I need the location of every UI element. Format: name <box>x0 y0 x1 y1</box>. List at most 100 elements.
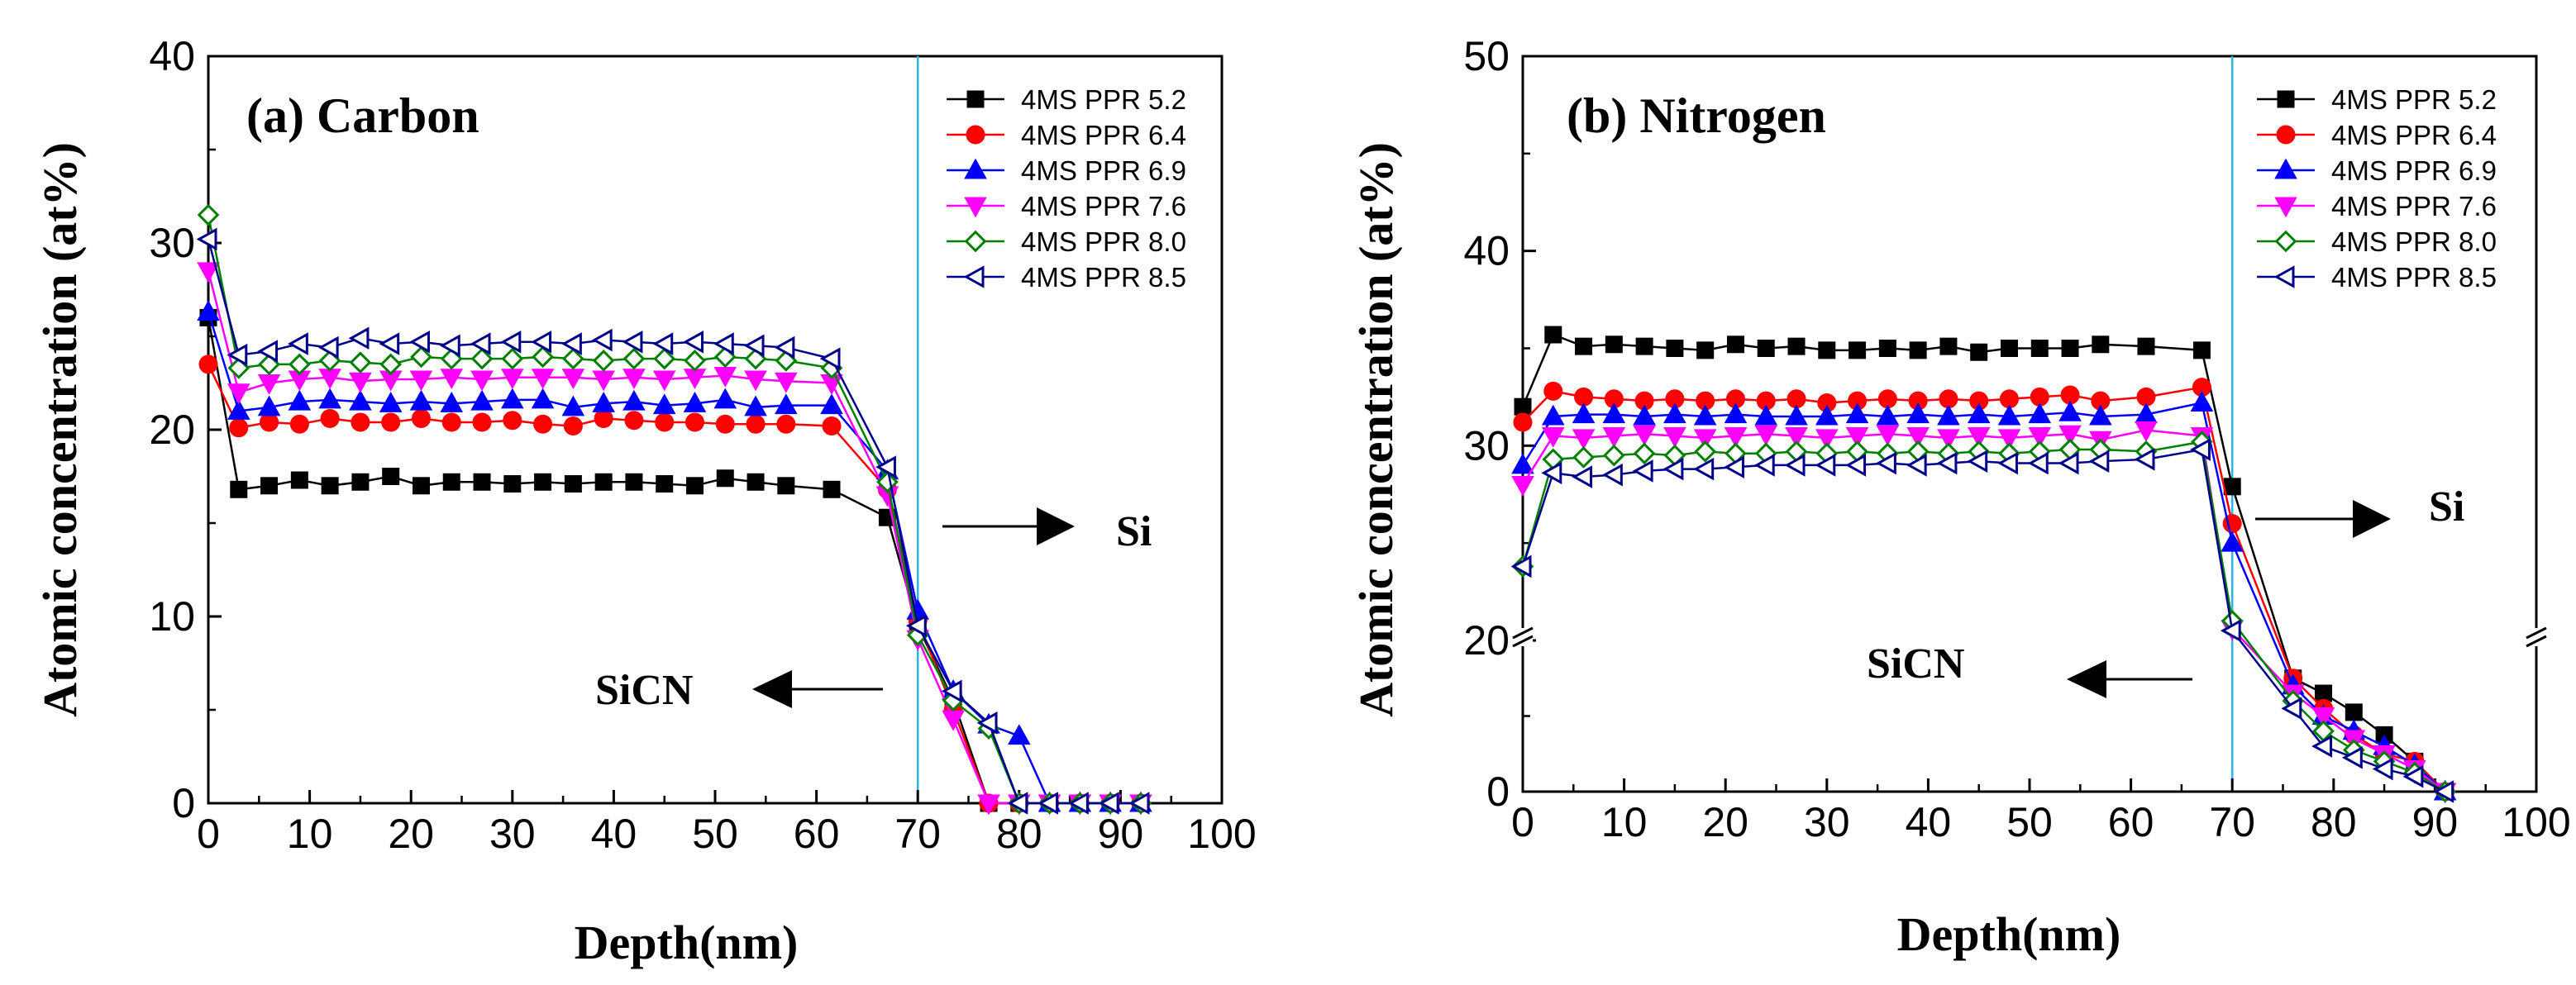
data-point <box>1785 427 1808 448</box>
data-point <box>964 158 987 179</box>
series-4ms-ppr-6-4 <box>198 355 1151 813</box>
legend: 4MS PPR 5.2 4MS PPR 6.4 4MS PPR 6.9 4MS PPR… <box>2257 84 2497 293</box>
data-point <box>1967 402 1991 424</box>
data-point <box>470 332 491 355</box>
data-point <box>2274 230 2297 253</box>
data-point <box>625 473 643 491</box>
data-point <box>652 393 676 415</box>
x-tick-label: 80 <box>996 811 1042 857</box>
data-point <box>2221 531 2244 552</box>
data-point <box>775 393 798 415</box>
y-tick-label: 40 <box>149 33 195 79</box>
data-point <box>196 227 217 251</box>
data-point <box>715 414 735 434</box>
data-point <box>1997 451 2018 475</box>
si-label: Si <box>1116 508 1152 555</box>
data-point <box>2433 780 2454 803</box>
data-point <box>500 330 522 354</box>
series-4ms-ppr-7-6 <box>197 262 1152 816</box>
data-point <box>1633 425 1656 446</box>
data-point <box>594 473 613 491</box>
panel-nitrogen: 0 10 20 30 40 50 60 70 80 90 100 0 20 30 40 50 (b) Nitr… <box>1349 33 2571 961</box>
si-arrow-head <box>1037 507 1075 545</box>
data-point <box>1572 446 1595 469</box>
y-axis-label: Atomic concentration (at%) <box>33 142 87 717</box>
data-point <box>905 614 927 638</box>
x-tick-label: 30 <box>1804 799 1850 845</box>
x-tick-label: 90 <box>2412 799 2459 845</box>
y-axis-label: Atomic concentration (at%) <box>1349 142 1403 717</box>
data-point <box>1543 381 1563 401</box>
data-point <box>288 332 308 355</box>
data-point <box>1068 792 1089 815</box>
x-tick-label: 50 <box>692 811 738 857</box>
data-point <box>1906 454 1927 477</box>
legend-label: 4MS PPR 7.6 <box>1021 191 1186 221</box>
series-4ms-ppr-8-5 <box>1510 438 2454 803</box>
data-point <box>1128 792 1150 815</box>
series-group <box>1510 326 2457 804</box>
data-point <box>941 679 962 703</box>
data-point <box>964 197 987 218</box>
data-point <box>1815 429 1839 450</box>
data-point <box>563 416 583 435</box>
data-point <box>2220 619 2241 643</box>
data-point <box>229 418 249 438</box>
sicn-arrow-head <box>752 670 792 708</box>
series-line <box>1521 440 2446 793</box>
x-tick-label: 100 <box>2502 799 2570 845</box>
data-point <box>197 203 220 226</box>
data-point <box>716 469 734 488</box>
data-point <box>1726 335 1744 354</box>
legend-label: 4MS PPR 8.0 <box>1021 226 1186 257</box>
x-tick-label: 60 <box>794 811 840 857</box>
data-point <box>1663 402 1686 424</box>
data-point <box>409 389 433 411</box>
data-point <box>746 414 766 434</box>
data-point <box>440 369 464 390</box>
data-point <box>1845 402 1869 424</box>
y-tick-label: 0 <box>1486 768 1510 815</box>
data-point <box>942 710 965 731</box>
data-point <box>349 372 372 393</box>
data-point <box>1997 429 2021 450</box>
data-point <box>623 347 646 370</box>
legend-item: 4MS PPR 8.0 <box>2257 226 2497 257</box>
data-point <box>1633 442 1656 465</box>
series-line <box>207 214 1141 805</box>
data-point <box>1666 340 1684 357</box>
legend-item: 4MS PPR 8.5 <box>2257 262 2497 293</box>
data-point <box>257 340 279 363</box>
data-point <box>349 389 372 411</box>
data-point <box>966 90 985 108</box>
x-tick-label: 0 <box>1511 799 1534 845</box>
data-point <box>2058 400 2082 421</box>
data-point <box>1967 450 1988 473</box>
data-point <box>744 395 767 416</box>
data-point <box>561 347 584 370</box>
y-tick-label: 20 <box>149 407 195 453</box>
data-point <box>349 351 372 374</box>
data-point <box>2089 404 2112 426</box>
x-tick-label: 30 <box>489 811 536 857</box>
series-4ms-ppr-7-6 <box>1511 421 2457 804</box>
data-point <box>683 330 704 354</box>
data-point <box>227 343 248 367</box>
data-point <box>1605 335 1623 354</box>
panel-carbon: 0 10 20 30 40 50 60 70 80 90 100 0 10 20 30 40 (a) Carb… <box>33 33 1257 969</box>
data-point <box>379 332 400 355</box>
data-point <box>592 350 615 372</box>
data-point <box>2028 427 2052 448</box>
data-point <box>2402 764 2424 788</box>
data-point <box>351 412 370 432</box>
y-tick-label: 20 <box>1463 617 1510 664</box>
legend-label: 4MS PPR 5.2 <box>2331 84 2497 115</box>
legend-label: 4MS PPR 8.5 <box>2331 262 2497 293</box>
data-point <box>1511 475 1534 497</box>
data-point <box>318 388 341 409</box>
data-point <box>1845 427 1869 448</box>
data-point <box>623 369 646 390</box>
data-point <box>1939 337 1958 355</box>
data-point <box>653 347 676 370</box>
axis-break-marks <box>1512 626 2547 648</box>
